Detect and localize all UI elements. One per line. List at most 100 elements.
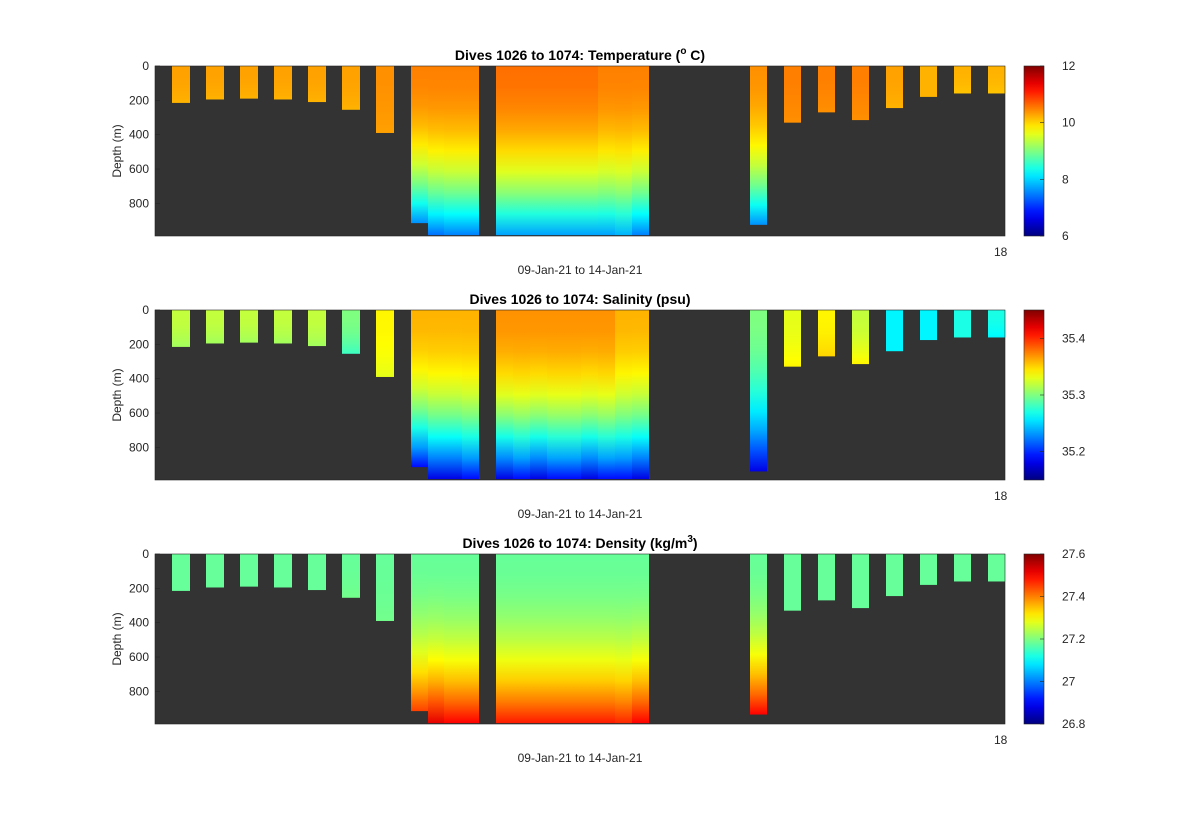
colorbar-tick-label: 26.8 — [1062, 717, 1086, 731]
dive-profile-column — [818, 310, 835, 357]
colorbar-tick-label: 35.3 — [1062, 388, 1086, 402]
dive-profile-column — [886, 554, 903, 597]
dive-profile-column — [496, 554, 513, 724]
dive-profile-column — [206, 554, 224, 588]
dive-profile-column — [428, 66, 444, 236]
dive-profile-column — [172, 554, 190, 591]
y-tick-label: 400 — [129, 128, 149, 142]
dive-profile-column — [444, 66, 462, 236]
y-tick-label: 200 — [129, 93, 149, 107]
dive-profile-column — [988, 554, 1005, 582]
colorbar-tick-label: 27.6 — [1062, 547, 1086, 561]
x-tick-label: 18 — [994, 489, 1008, 503]
dive-profile-column — [308, 310, 326, 347]
dive-profile-column — [988, 66, 1005, 94]
y-tick-label: 400 — [129, 616, 149, 630]
dive-profile-column — [547, 310, 564, 480]
dive-profile-column — [615, 554, 632, 724]
dive-profile-column — [376, 66, 394, 133]
y-tick-label: 0 — [142, 547, 149, 561]
dive-profile-column — [308, 66, 326, 103]
dive-profile-column — [920, 554, 937, 585]
colorbar-scale — [1023, 65, 1045, 237]
dive-profile-column — [615, 310, 632, 480]
dive-profile-column — [581, 310, 598, 480]
dive-profile-column — [530, 310, 547, 480]
dive-profile-column — [206, 66, 224, 100]
dive-profile-column — [274, 310, 292, 344]
colorbar-tick-label: 12 — [1062, 59, 1076, 73]
dive-profile-column — [428, 310, 444, 480]
y-tick-label: 400 — [129, 372, 149, 386]
y-tick-label: 800 — [129, 440, 149, 454]
dive-profile-column — [750, 554, 767, 715]
y-tick-label: 0 — [142, 59, 149, 73]
dive-profile-column — [274, 66, 292, 100]
dive-profile-column — [376, 310, 394, 377]
y-tick-label: 800 — [129, 684, 149, 698]
dive-profile-column — [632, 554, 649, 724]
dive-profile-column — [598, 66, 615, 236]
dive-profile-column — [920, 66, 937, 97]
dive-profile-column — [750, 310, 767, 472]
dive-profile-column — [342, 66, 360, 110]
dive-profile-column — [852, 66, 869, 121]
dive-profile-column — [581, 554, 598, 724]
dive-profile-column — [411, 310, 428, 468]
colorbar-tick-label: 27.4 — [1062, 590, 1086, 604]
colorbar: 26.8 27 27.2 27.4 27.6 — [1023, 547, 1086, 731]
dive-profile-column — [172, 310, 190, 347]
dive-profile-column — [444, 310, 462, 480]
panel-3: 0 200 400 600 800 18 Depth (m) 09-Jan-21 to 14-… — [110, 534, 1086, 765]
dive-profile-column — [240, 310, 258, 343]
colorbar-tick-label: 6 — [1062, 229, 1069, 243]
x-axis-label: 09-Jan-21 to 14-Jan-21 — [518, 507, 643, 521]
x-tick-label: 18 — [994, 733, 1008, 747]
y-axis-label: Depth (m) — [110, 368, 124, 421]
colorbar-tick-label: 27.2 — [1062, 632, 1086, 646]
axes-box — [154, 65, 1006, 237]
dive-profile-column — [886, 66, 903, 109]
colorbar-tick-label: 10 — [1062, 116, 1076, 130]
dive-profile-column — [564, 310, 581, 480]
colorbar: 35.2 35.3 35.4 — [1023, 309, 1086, 481]
axes-box — [154, 309, 1006, 481]
dive-profile-column — [513, 310, 530, 480]
dive-profile-column — [954, 310, 971, 338]
dive-profile-column — [376, 554, 394, 621]
dive-profile-column — [784, 66, 801, 123]
y-tick-label: 800 — [129, 196, 149, 210]
dive-profile-column — [342, 554, 360, 598]
colorbar: 6 8 10 12 — [1023, 59, 1076, 243]
dive-profile-column — [462, 310, 479, 480]
dive-profile-column — [240, 554, 258, 587]
y-axis-label: Depth (m) — [110, 124, 124, 177]
dive-profile-column — [462, 554, 479, 724]
y-axis-label: Depth (m) — [110, 612, 124, 665]
x-axis-label: 09-Jan-21 to 14-Jan-21 — [518, 263, 643, 277]
panel-title: Dives 1026 to 1074: Density (kg/m3) — [462, 534, 697, 551]
dive-profile-column — [564, 66, 581, 236]
colorbar-tick-label: 8 — [1062, 172, 1069, 186]
dive-profile-column — [886, 310, 903, 352]
dive-profile-column — [308, 554, 326, 591]
colorbar-tick-label: 27 — [1062, 675, 1076, 689]
dive-profile-column — [750, 66, 767, 225]
dive-profile-column — [240, 66, 258, 99]
dive-profile-column — [564, 554, 581, 724]
panel-2: 0 200 400 600 800 18 Depth (m) 09-Jan-21 to 14-… — [110, 291, 1086, 521]
dive-profile-column — [274, 554, 292, 588]
dive-profile-column — [547, 554, 564, 724]
dive-profile-column — [852, 554, 869, 609]
y-tick-label: 0 — [142, 303, 149, 317]
dive-profile-column — [954, 66, 971, 94]
y-tick-label: 200 — [129, 337, 149, 351]
dive-profile-column — [818, 66, 835, 113]
y-tick-label: 600 — [129, 650, 149, 664]
dive-profile-column — [920, 310, 937, 341]
dive-profile-column — [411, 66, 428, 224]
y-tick-label: 600 — [129, 406, 149, 420]
dive-profile-column — [513, 554, 530, 724]
dive-profile-column — [496, 310, 513, 480]
dive-profile-column — [818, 554, 835, 601]
